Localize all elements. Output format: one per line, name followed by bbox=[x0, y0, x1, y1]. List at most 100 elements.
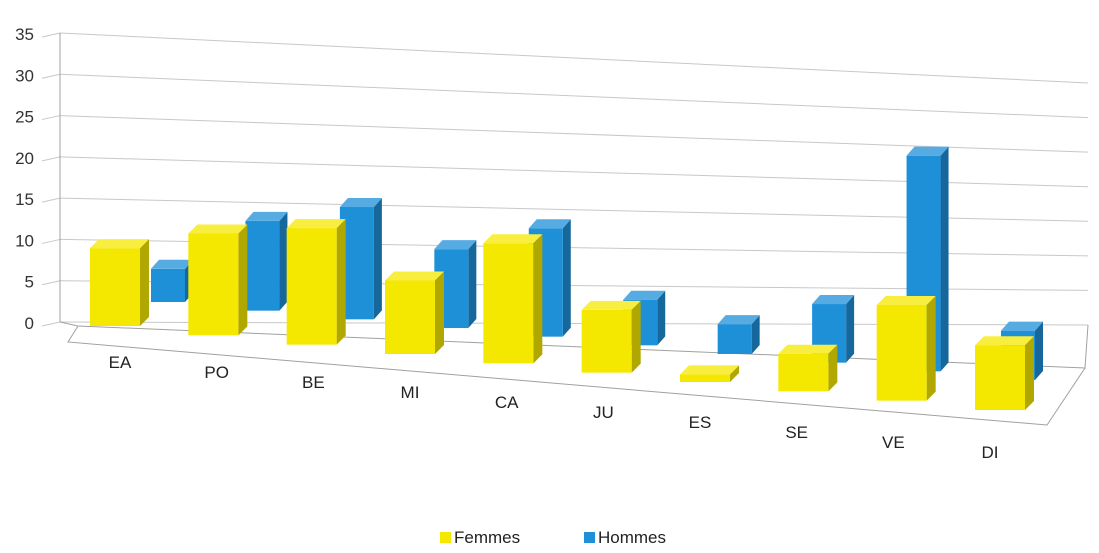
bar-front bbox=[717, 324, 752, 354]
bar-top bbox=[812, 295, 855, 305]
x-tick-label: BE bbox=[302, 373, 325, 392]
bar-front bbox=[876, 304, 927, 401]
bar-femmes bbox=[483, 234, 543, 364]
bar-top bbox=[876, 295, 936, 305]
bar-femmes bbox=[90, 239, 149, 326]
bar-front bbox=[680, 374, 730, 382]
bar-femmes bbox=[188, 224, 248, 336]
bar-front bbox=[151, 268, 185, 302]
bar-hommes bbox=[245, 211, 288, 311]
x-tick-label: JU bbox=[593, 403, 614, 422]
floor-back-edge bbox=[59, 321, 1089, 369]
bar-front bbox=[90, 248, 140, 326]
bar-top bbox=[623, 290, 666, 300]
legend-label: Femmes bbox=[454, 528, 520, 547]
gridline-side bbox=[41, 32, 61, 38]
bar-side bbox=[468, 240, 477, 328]
y-tick-label: 15 bbox=[15, 190, 34, 209]
bar-hommes bbox=[717, 315, 760, 354]
bar-femmes bbox=[975, 336, 1034, 410]
legend: Femmes Hommes bbox=[440, 528, 666, 547]
bar-top bbox=[90, 239, 149, 249]
gridline-side bbox=[41, 73, 61, 79]
bar-side bbox=[279, 211, 288, 311]
x-tick-label: VE bbox=[882, 433, 905, 452]
gridline-side bbox=[41, 321, 61, 327]
bar-side bbox=[533, 234, 543, 364]
legend-swatch bbox=[440, 532, 451, 543]
y-tick-label: 5 bbox=[25, 273, 34, 292]
y-axis-ticks: 0 5 10 15 20 25 30 35 bbox=[15, 25, 34, 333]
bar-top bbox=[581, 300, 641, 310]
y-tick-label: 35 bbox=[15, 25, 34, 44]
bar-front bbox=[483, 243, 534, 364]
bar-front bbox=[286, 228, 337, 345]
bar-top bbox=[906, 146, 949, 156]
bar-side bbox=[940, 146, 949, 372]
bar-side bbox=[730, 365, 739, 382]
y-tick-label: 10 bbox=[15, 231, 34, 250]
bar-top bbox=[483, 234, 543, 244]
x-tick-label: ES bbox=[689, 413, 712, 432]
gridline-side bbox=[41, 197, 61, 203]
bar-side bbox=[1025, 336, 1034, 410]
floor-front-edge bbox=[67, 325, 1086, 426]
y-tick-label: 20 bbox=[15, 149, 34, 168]
bar-top bbox=[151, 259, 193, 269]
bar-side bbox=[336, 219, 346, 345]
legend-label: Hommes bbox=[598, 528, 666, 547]
bar-top bbox=[245, 211, 288, 221]
bar-front bbox=[385, 280, 435, 354]
bar-femmes bbox=[385, 271, 444, 354]
bar-side bbox=[238, 224, 248, 336]
legend-swatch bbox=[584, 532, 595, 543]
bar-side bbox=[562, 219, 571, 337]
bar-top bbox=[339, 198, 382, 208]
x-tick-label: EA bbox=[109, 353, 132, 372]
gridline bbox=[59, 32, 1089, 84]
bar-femmes bbox=[581, 300, 641, 373]
bar-side bbox=[926, 295, 936, 401]
legend-item: Femmes bbox=[440, 528, 520, 547]
x-tick-label: SE bbox=[785, 423, 808, 442]
bar-top bbox=[778, 344, 838, 354]
gridline-side bbox=[41, 115, 61, 121]
gridline-side bbox=[41, 238, 61, 244]
bar-top bbox=[434, 240, 477, 250]
x-axis-labels: EA PO BE MI CA JU ES SE VE DI bbox=[109, 353, 999, 462]
bars bbox=[90, 146, 1043, 410]
bar-top bbox=[680, 365, 739, 375]
x-tick-label: CA bbox=[495, 393, 519, 412]
bar-hommes bbox=[434, 240, 477, 328]
bar-top bbox=[1001, 321, 1043, 331]
bar-top bbox=[975, 336, 1034, 346]
bar-side bbox=[657, 290, 666, 346]
bar-front bbox=[581, 309, 632, 373]
bar-side bbox=[828, 344, 838, 392]
bar-femmes bbox=[680, 365, 739, 382]
bar-femmes bbox=[286, 219, 346, 345]
gridline bbox=[59, 73, 1089, 119]
bar-side bbox=[373, 198, 382, 320]
x-tick-label: PO bbox=[204, 363, 229, 382]
bar-top bbox=[385, 271, 444, 281]
bar-hommes bbox=[339, 198, 382, 320]
x-tick-label: DI bbox=[982, 443, 999, 462]
bar-front bbox=[778, 353, 829, 392]
x-tick-label: MI bbox=[401, 383, 420, 402]
bar-femmes bbox=[778, 344, 838, 392]
bar-side bbox=[751, 315, 760, 354]
y-tick-label: 25 bbox=[15, 108, 34, 127]
bar-front bbox=[245, 220, 280, 311]
y-tick-label: 0 bbox=[25, 314, 34, 333]
legend-item: Hommes bbox=[584, 528, 666, 547]
bar-top bbox=[717, 315, 760, 325]
bar-side bbox=[631, 300, 641, 373]
bar-front bbox=[188, 233, 239, 336]
bar-top bbox=[528, 219, 571, 229]
bar-top bbox=[188, 224, 248, 234]
bar-top bbox=[286, 219, 346, 229]
bar-side bbox=[1035, 321, 1043, 380]
bar-side bbox=[140, 239, 149, 326]
